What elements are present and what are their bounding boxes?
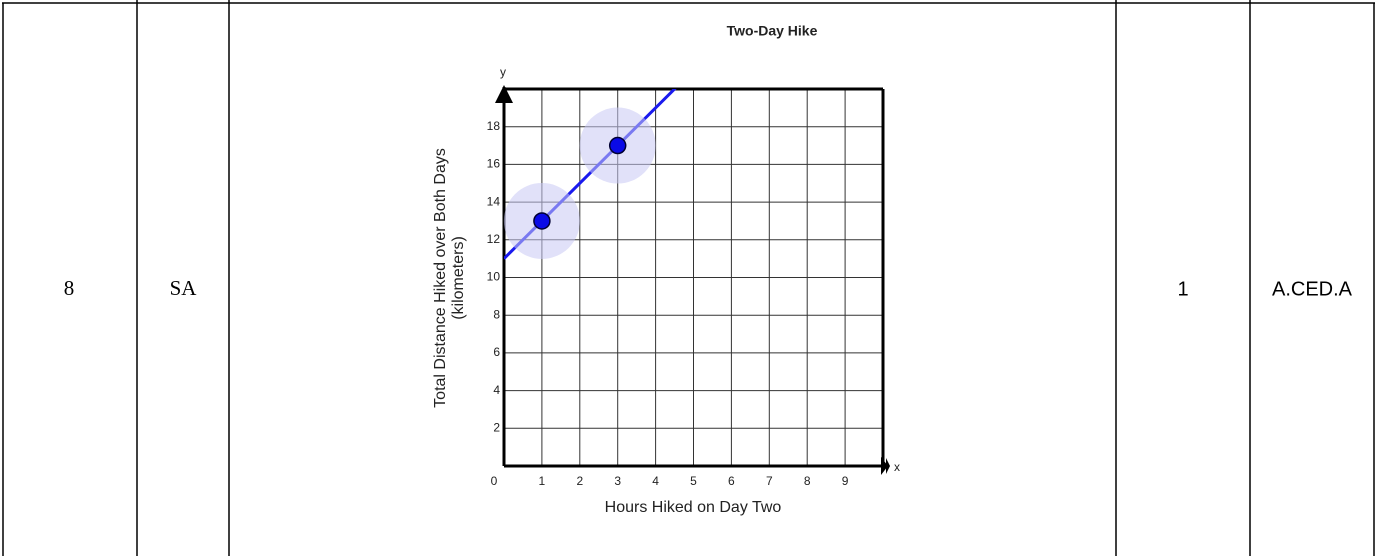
- y-tick-label: 10: [487, 270, 501, 284]
- cell-text: A.CED.A: [1272, 278, 1353, 300]
- y-tick-label: 12: [487, 232, 501, 246]
- x-tick-label: 6: [728, 474, 735, 488]
- x-tick-label: 7: [766, 474, 773, 488]
- x-tick-label: 2: [576, 474, 583, 488]
- y-axis-arrow: [495, 85, 513, 103]
- x-tick-label: 4: [652, 474, 659, 488]
- x-tick-label: 8: [804, 474, 811, 488]
- y-tick-label: 18: [487, 119, 501, 133]
- x-tick-label: 0: [491, 474, 498, 488]
- x-tick-label: 9: [842, 474, 849, 488]
- y-tick-label: 8: [493, 307, 500, 321]
- y-tick-label: 14: [487, 194, 501, 208]
- chart-title: Two-Day Hike: [727, 23, 818, 39]
- y-tick-label: 4: [493, 383, 500, 397]
- cell-text: SA: [170, 276, 198, 300]
- point: [608, 136, 627, 155]
- y-axis-label: Total Distance Hiked over Both Days: [432, 148, 449, 408]
- y-axis-name: y: [500, 65, 506, 79]
- x-axis-name: x: [894, 460, 900, 474]
- x-tick-label: 3: [614, 474, 621, 488]
- x-tick-label: 1: [539, 474, 546, 488]
- y-tick-label: 16: [487, 157, 501, 171]
- y-tick-label: 2: [493, 420, 500, 434]
- point: [533, 212, 551, 230]
- cell-text: 8: [64, 276, 75, 300]
- x-axis-arrow: [881, 457, 888, 475]
- x-tick-label: 5: [690, 474, 697, 488]
- cell-text: 1: [1177, 278, 1188, 300]
- y-axis-label: (kilometers): [450, 236, 467, 320]
- y-tick-label: 6: [493, 345, 500, 359]
- x-axis-label: Hours Hiked on Day Two: [605, 499, 782, 516]
